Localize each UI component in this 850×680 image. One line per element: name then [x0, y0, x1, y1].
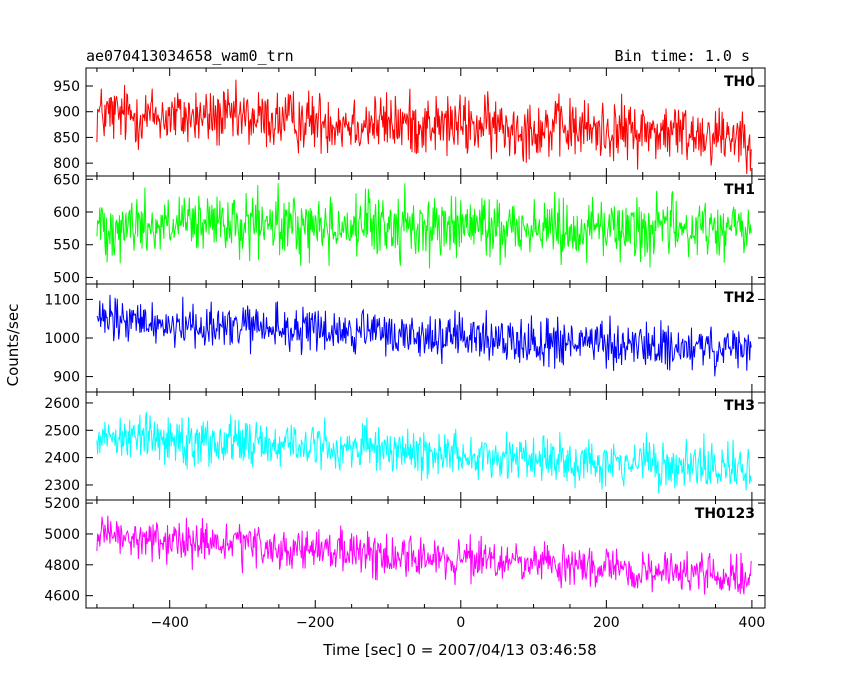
y-tick-label: 650 — [53, 172, 80, 188]
bin-time-label: Bin time: 1.0 s — [615, 47, 750, 65]
y-axis-label: Counts/sec — [4, 304, 22, 387]
series-label-th1: TH1 — [724, 182, 755, 198]
series-line-th3 — [96, 411, 752, 494]
y-tick-label: 4800 — [44, 558, 80, 574]
y-tick-label: 2500 — [44, 423, 80, 439]
y-tick-label: 900 — [53, 370, 80, 386]
plot-title: ae070413034658_wam0_trn — [86, 47, 294, 65]
series-line-th1 — [96, 183, 752, 269]
x-tick-label: 0 — [456, 615, 465, 631]
y-tick-label: 900 — [53, 105, 80, 121]
y-tick-label: 600 — [53, 205, 80, 221]
series-label-th3: TH3 — [724, 398, 755, 414]
series-label-th2: TH2 — [724, 290, 755, 306]
series-line-th2 — [96, 294, 752, 377]
y-tick-label: 800 — [53, 156, 80, 172]
y-tick-label: 1100 — [44, 292, 80, 308]
x-tick-label: 400 — [739, 615, 766, 631]
x-tick-label: −400 — [150, 615, 188, 631]
y-tick-label: 4600 — [44, 589, 80, 605]
y-tick-label: 1000 — [44, 331, 80, 347]
y-tick-label: 2300 — [44, 478, 80, 494]
series-line-th0123 — [96, 515, 752, 595]
x-tick-label: 200 — [593, 615, 620, 631]
y-tick-label: 2600 — [44, 396, 80, 412]
series-line-th0 — [96, 79, 752, 175]
panels-group: 800 850 900 950 TH0 500 550 600 650 TH1 900 1000 110… — [44, 67, 766, 631]
y-tick-label: 5200 — [44, 496, 80, 512]
series-label-th0: TH0 — [724, 74, 755, 90]
y-tick-label: 5000 — [44, 527, 80, 543]
y-tick-label: 550 — [53, 238, 80, 254]
y-tick-label: 2400 — [44, 451, 80, 467]
y-tick-label: 850 — [53, 130, 80, 146]
series-label-th0123: TH0123 — [695, 506, 755, 522]
x-axis-label: Time [sec] 0 = 2007/04/13 03:46:58 — [322, 641, 596, 659]
x-tick-label: −200 — [296, 615, 334, 631]
y-tick-label: 950 — [53, 79, 80, 95]
y-tick-label: 500 — [53, 270, 80, 286]
panel-frame-th0123 — [85, 499, 766, 609]
